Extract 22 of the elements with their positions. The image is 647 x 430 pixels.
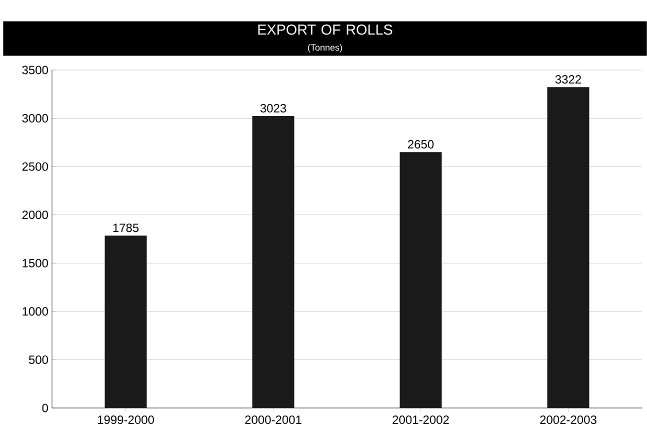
y-tick-label: 3000 [22,114,48,123]
y-tick-label: 2000 [22,210,48,220]
y-tick-label: 500 [28,355,48,364]
data-label: 2650 [408,140,434,149]
x-tick-label: 2002-2003 [540,416,596,424]
bar [400,152,442,408]
y-tick-label: 1500 [22,258,48,268]
x-tick-label: 1999-2000 [98,416,154,424]
data-label: 1785 [113,224,139,232]
x-tick-label: 2001-2002 [392,416,449,424]
x-tick-label: 2000-2001 [245,416,302,424]
data-label: 3023 [260,104,286,113]
chart-subtitle: (Tonnes) [308,44,342,52]
bar [252,116,294,408]
y-tick-label: 0 [42,404,48,412]
y-tick-label: 3500 [22,66,48,74]
y-tick-label: 1000 [22,307,48,316]
chart-title: EXPORT OF ROLLS [258,24,392,35]
y-tick-label: 2500 [22,162,48,171]
bar [104,236,147,408]
data-label: 3322 [555,75,581,84]
bar [547,87,590,408]
